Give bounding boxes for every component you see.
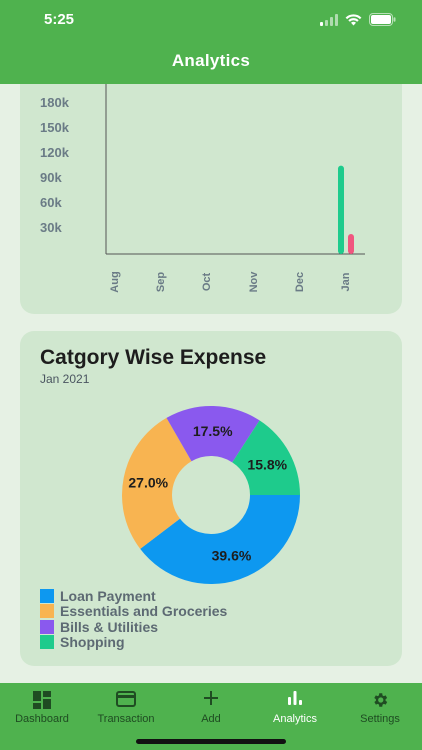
tab-label: Analytics — [272, 713, 318, 725]
y-tick-label: 180k — [40, 95, 69, 110]
y-tick-label: 120k — [40, 145, 69, 160]
legend-item: Loan Payment — [40, 588, 227, 604]
bottom-tab-bar: Dashboard Transaction Add Analytics Sett… — [0, 683, 422, 750]
y-tick-label: 30k — [40, 220, 62, 235]
slice-label: 27.0% — [128, 474, 168, 490]
tab-label: Transaction — [97, 713, 155, 725]
y-tick-label: 60k — [40, 195, 62, 210]
donut-slice — [232, 420, 300, 495]
legend-label: Essentials and Groceries — [60, 603, 228, 620]
legend-swatch — [40, 635, 54, 650]
legend-label: Bills & Utilities — [60, 618, 159, 635]
slice-label: 15.8% — [247, 456, 287, 472]
legend-item: Shopping — [40, 634, 227, 651]
battery-icon — [369, 13, 396, 26]
bar — [338, 165, 344, 254]
plus-icon — [169, 691, 253, 713]
donut-chart: 39.6% 27.0% 17.5% 15.8% — [122, 406, 300, 584]
legend-item: Essentials and Groceries — [40, 603, 228, 620]
chart-legend: Loan Payment Essentials and Groceries Bi… — [40, 588, 227, 650]
tab-dashboard[interactable]: Dashboard — [0, 683, 84, 733]
legend-label: Shopping — [60, 634, 125, 651]
signal-icon — [320, 13, 338, 26]
dashboard-icon — [0, 691, 84, 713]
tab-analytics[interactable]: Analytics — [253, 683, 337, 733]
x-tick-label: Nov — [248, 271, 260, 293]
x-tick-label: Oct — [201, 272, 213, 292]
slice-label: 17.5% — [193, 423, 233, 439]
monthly-bar-chart-card: 180k 150k 120k 90k 60k 30k Aug Sep Oct Nov Dec Jan — [20, 84, 402, 314]
status-icons — [320, 13, 396, 26]
tab-settings[interactable]: Settings — [338, 683, 422, 733]
bar-chart — [105, 84, 365, 255]
gear-icon — [338, 691, 422, 713]
legend-swatch — [40, 588, 54, 603]
app-header: Analytics — [0, 40, 422, 84]
card-subtitle: Jan 2021 — [40, 372, 90, 386]
y-tick-label: 90k — [40, 170, 62, 185]
home-indicator — [136, 739, 286, 744]
donut-slice — [140, 495, 300, 584]
wifi-icon — [345, 13, 362, 25]
y-tick-label: 150k — [40, 120, 69, 135]
x-tick-label: Sep — [155, 271, 167, 293]
legend-label: Loan Payment — [60, 587, 156, 604]
bar-chart-icon — [253, 691, 337, 713]
card-icon — [84, 691, 168, 713]
status-time: 5:25 — [44, 11, 75, 28]
bar — [348, 234, 354, 254]
slice-label: 39.6% — [212, 548, 252, 564]
tab-label: Add — [201, 713, 221, 725]
tab-label: Settings — [360, 713, 400, 725]
status-bar: 5:25 — [0, 0, 422, 40]
tab-transaction[interactable]: Transaction — [84, 683, 168, 733]
tab-add[interactable]: Add — [169, 683, 253, 733]
legend-swatch — [40, 604, 54, 619]
x-tick-label: Aug — [109, 271, 121, 293]
x-tick-label: Dec — [294, 271, 306, 293]
card-title: Catgory Wise Expense — [40, 346, 267, 369]
legend-item: Bills & Utilities — [40, 619, 227, 635]
tab-label: Dashboard — [15, 713, 69, 725]
donut-slice — [166, 406, 260, 463]
x-tick-label: Jan — [340, 272, 352, 292]
donut-slice — [122, 417, 192, 549]
page-title: Analytics — [171, 51, 251, 70]
legend-swatch — [40, 619, 54, 634]
category-expense-card: Catgory Wise Expense Jan 2021 39.6% 27.0%… — [20, 331, 402, 666]
